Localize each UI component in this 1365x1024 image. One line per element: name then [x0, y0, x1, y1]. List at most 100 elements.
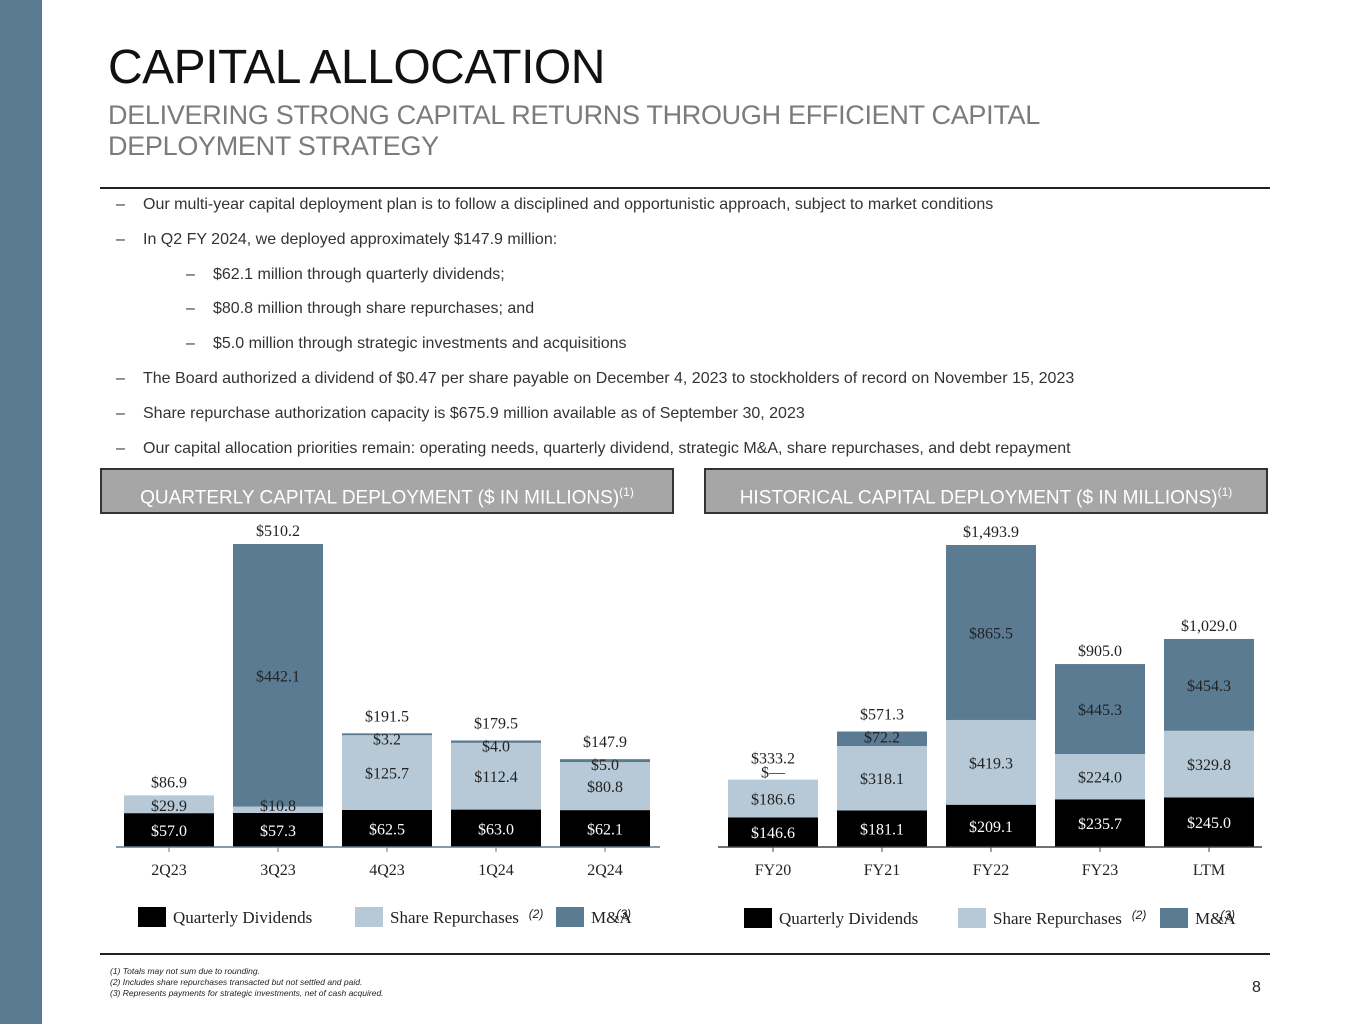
bullet-item: – Our multi-year capital deployment plan …: [116, 192, 1266, 227]
historical-segment-label: $445.3: [1078, 702, 1122, 719]
quarterly-segment-label: $29.9: [151, 798, 187, 815]
bullet-item: – The Board authorized a dividend of $0.4…: [116, 366, 1266, 401]
historical-bar-segment: [837, 810, 927, 847]
historical-legend-swatch: [1160, 908, 1188, 928]
quarterly-legend-sup: (3): [616, 907, 631, 921]
historical-total-label: $1,029.0: [1181, 618, 1237, 635]
bullet-item: – In Q2 FY 2024, we deployed approximatel…: [116, 227, 1266, 262]
historical-bar-segment: [1055, 754, 1145, 800]
bullet-text: In Q2 FY 2024, we deployed approximately…: [143, 230, 558, 248]
historical-bar-segment: [1164, 797, 1254, 847]
historical-legend-sup: (2): [1132, 908, 1147, 922]
quarterly-segment-label: $62.1: [587, 822, 623, 839]
bullet-dash: –: [186, 335, 195, 353]
quarterly-segment-label: $10.8: [260, 798, 296, 815]
quarterly-bar-segment: [124, 795, 214, 814]
historical-segment-label: $224.0: [1078, 770, 1122, 787]
quarterly-x-tick-label: 1Q24: [478, 862, 514, 879]
historical-segment-label: $181.1: [860, 822, 904, 839]
quarterly-total-label: $147.9: [583, 734, 627, 751]
bullet-item: – $80.8 million through share repurchases…: [116, 296, 1266, 331]
historical-x-tick-label: FY22: [973, 862, 1009, 879]
historical-segment-label: $245.0: [1187, 815, 1231, 832]
quarterly-segment-label: $57.3: [260, 823, 296, 840]
quarterly-segment-label: $442.1: [256, 668, 300, 685]
quarterly-x-tick-label: 3Q23: [260, 862, 296, 879]
sidebar-accent-bar: [0, 0, 42, 1024]
bullet-dash: –: [116, 196, 125, 213]
quarterly-segment-label: $62.5: [369, 821, 405, 838]
historical-bar-segment: [837, 731, 927, 747]
bullet-item: – $5.0 million through strategic investme…: [116, 331, 1266, 366]
historical-chart-title: HISTORICAL CAPITAL DEPLOYMENT ($ IN MILL…: [739, 487, 1218, 509]
quarterly-bar-segment: [451, 740, 541, 743]
bullet-dash: –: [116, 369, 125, 387]
footnote-3: (3) Represents payments for strategic in…: [110, 988, 384, 998]
bullet-text: Our multi-year capital deployment plan i…: [143, 196, 994, 213]
quarterly-segment-label: $63.0: [478, 821, 514, 838]
quarterly-bar-segment: [342, 809, 432, 847]
quarterly-bar-segment: [342, 733, 432, 736]
historical-segment-label: $146.6: [751, 825, 795, 842]
bullet-item: – Share repurchase authorization capacity…: [116, 401, 1266, 436]
historical-legend-swatch: [744, 908, 772, 928]
quarterly-total-label: $510.2: [256, 523, 300, 540]
historical-bar-segment: [728, 779, 818, 818]
bullet-list: – Our multi-year capital deployment plan …: [116, 192, 1266, 470]
historical-x-tick-label: LTM: [1193, 862, 1225, 879]
historical-segment-label: $419.3: [969, 755, 1013, 772]
historical-legend-label: Share Repurchases: [993, 909, 1122, 928]
historical-bar-segment: [946, 545, 1036, 720]
quarterly-chart-title: QUARTERLY CAPITAL DEPLOYMENT ($ IN MILLI…: [140, 487, 620, 509]
bullet-text: The Board authorized a dividend of $0.47…: [143, 369, 1075, 387]
historical-bar-segment: [1055, 664, 1145, 755]
historical-segment-label: $209.1: [969, 819, 1013, 836]
historical-total-label: $905.0: [1078, 643, 1122, 660]
historical-bar-segment: [1164, 638, 1254, 731]
historical-legend-sup: (3): [1220, 908, 1235, 922]
quarterly-total-label: $179.5: [474, 715, 518, 732]
quarterly-bar-segment: [451, 809, 541, 847]
historical-x-tick-label: FY20: [755, 862, 791, 879]
bullet-text: Our capital allocation priorities remain…: [143, 439, 1071, 457]
quarterly-segment-label: $4.0: [482, 738, 510, 755]
bullet-item: – $62.1 million through quarterly dividen…: [116, 262, 1266, 297]
historical-segment-label: $318.1: [860, 771, 904, 788]
quarterly-bar-segment: [342, 735, 432, 810]
quarterly-chart-title-sup: (1): [619, 485, 634, 499]
historical-total-label: $333.2: [751, 751, 795, 768]
historical-legend-label: M&A: [1195, 909, 1236, 928]
footnote-1: (1) Totals may not sum due to rounding.: [110, 966, 260, 976]
top-divider: [100, 187, 1270, 189]
historical-bar-segment: [837, 746, 927, 811]
quarterly-segment-label: $125.7: [365, 766, 409, 783]
historical-segment-label: $186.6: [751, 792, 795, 809]
quarterly-x-tick-label: 4Q23: [369, 862, 405, 879]
page-title: CAPITAL ALLOCATION: [108, 41, 605, 94]
historical-bar-segment: [946, 719, 1036, 805]
bullet-text: $5.0 million through strategic investmen…: [213, 335, 627, 353]
historical-segment-label: $454.3: [1187, 678, 1231, 695]
quarterly-bar-segment: [233, 806, 323, 813]
quarterly-segment-label: $57.0: [151, 823, 187, 840]
quarterly-total-label: $191.5: [365, 708, 409, 725]
page-subtitle: DELIVERING STRONG CAPITAL RETURNS THROUG…: [108, 100, 1039, 161]
quarterly-legend-label: Share Repurchases: [390, 908, 519, 927]
historical-segment-label: $329.8: [1187, 757, 1231, 774]
quarterly-chart-header: QUARTERLY CAPITAL DEPLOYMENT ($ IN MILLI…: [100, 468, 674, 514]
quarterly-segment-label: $80.8: [587, 779, 623, 796]
quarterly-bar-segment: [560, 810, 650, 847]
historical-segment-label: $72.2: [864, 729, 900, 746]
quarterly-segment-label: $5.0: [591, 757, 619, 774]
historical-legend-label: Quarterly Dividends: [779, 909, 918, 928]
quarterly-legend-sup: (2): [529, 907, 544, 921]
bullet-dash: –: [186, 300, 195, 318]
footnotes: (1) Totals may not sum due to rounding. …: [110, 966, 384, 999]
historical-x-tick-label: FY21: [864, 862, 900, 879]
bullet-text: $80.8 million through share repurchases;…: [213, 300, 535, 318]
quarterly-legend-swatch: [355, 907, 383, 927]
quarterly-x-tick-label: 2Q23: [151, 862, 187, 879]
historical-bar-segment: [946, 804, 1036, 847]
historical-chart-header: HISTORICAL CAPITAL DEPLOYMENT ($ IN MILL…: [704, 468, 1268, 514]
quarterly-legend-label: Quarterly Dividends: [173, 908, 312, 927]
